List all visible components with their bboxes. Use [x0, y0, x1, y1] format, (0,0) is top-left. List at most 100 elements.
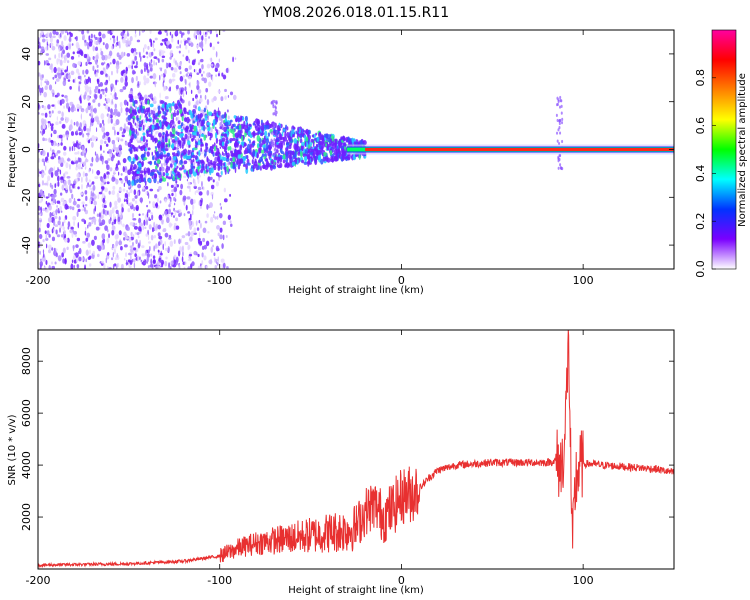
spectrogram-cell: [142, 132, 146, 136]
spectrogram-cell: [86, 96, 89, 100]
spectrogram-cell: [198, 149, 201, 157]
spectrogram-cell: [43, 91, 48, 98]
spectrogram-cell: [127, 208, 131, 213]
spectrogram-cell: [86, 184, 88, 189]
spectrogram-cell: [84, 159, 89, 163]
spectrogram-cell: [182, 195, 187, 201]
spectrogram-cell: [128, 157, 132, 162]
spectrogram-cell: [71, 43, 74, 46]
spectrogram-spike-cell: [558, 105, 561, 109]
spectrogram-cell: [153, 56, 158, 60]
spectrogram-cell: [104, 104, 109, 110]
spectrogram-cell: [202, 227, 207, 233]
spectrogram-cell: [151, 175, 154, 179]
spectrogram-cell: [66, 246, 69, 251]
spectrogram-cell: [94, 93, 98, 100]
spectrogram-cell: [95, 85, 99, 90]
spectrogram-cell: [157, 171, 162, 176]
spectrogram-cell: [119, 88, 124, 93]
spectrogram-cell: [96, 253, 100, 258]
spectrogram-cell: [219, 234, 223, 240]
spectrogram-cell: [50, 133, 53, 138]
spectrogram-cell: [129, 222, 134, 226]
spectrogram-cell: [165, 62, 168, 69]
spectrogram-cell: [60, 179, 64, 184]
spectrogram-cell: [102, 42, 105, 46]
spectrogram-cell: [126, 259, 128, 266]
spectrogram-cell: [104, 140, 107, 145]
spectrogram-cell: [96, 78, 100, 85]
spectrogram-cell: [179, 44, 181, 49]
spectrogram-cell: [146, 69, 150, 74]
spectrogram-cell: [122, 86, 127, 90]
spectrogram-cell: [73, 264, 75, 269]
spectrogram-cell: [297, 136, 300, 142]
spectrogram-cell: [71, 206, 75, 211]
spectrogram-cell: [188, 58, 191, 64]
spectrogram-cell: [232, 137, 236, 141]
spectrogram-cell: [200, 222, 202, 229]
spectrogram-cell: [48, 204, 52, 211]
colorbar: 0.00.20.40.60.8 Normalized spectral ampl…: [694, 29, 748, 278]
spectrogram-cell: [142, 47, 145, 53]
spectrogram-cell: [310, 138, 315, 143]
spectrogram-cell: [192, 97, 195, 102]
spectrogram-cell: [304, 149, 308, 154]
spectrogram-cell: [213, 96, 217, 101]
spectrogram-cell: [165, 167, 169, 174]
spectrogram-cell: [39, 87, 43, 94]
spectrogram-cell: [129, 138, 133, 144]
spectrogram-cell: [49, 211, 52, 219]
spectrogram-cell: [173, 239, 176, 245]
spectrogram-cell: [112, 263, 115, 269]
spectrogram-cell: [127, 202, 132, 207]
spectrogram-cell: [286, 131, 290, 138]
spectrogram-cell: [92, 217, 97, 223]
spectrogram-cell: [285, 147, 288, 151]
spectrogram-cell: [212, 214, 215, 219]
spectrogram-cell: [257, 131, 261, 135]
spectrogram-cell: [87, 102, 91, 106]
spectrogram-cell: [210, 167, 214, 174]
spectrogram-cell: [38, 60, 41, 66]
spectrogram-cell: [215, 30, 217, 34]
spectrogram-cell: [76, 51, 81, 54]
spectrogram-cell: [38, 183, 41, 188]
spectrogram-cell: [203, 255, 207, 261]
spectrogram-cell: [126, 53, 131, 57]
spectrogram-cell: [181, 235, 186, 239]
spectrogram-cell: [190, 152, 193, 159]
spectrogram-cell: [129, 98, 133, 103]
snr-y-tick-label: 6000: [20, 399, 33, 427]
spectrogram-cell: [173, 259, 176, 265]
spectrogram-spike-cell: [275, 100, 278, 104]
spectrogram-cell: [264, 124, 268, 130]
spectrogram-cell: [65, 162, 69, 169]
spectrogram-cell: [51, 265, 56, 269]
spectrogram-cell: [218, 114, 223, 121]
spectrogram-cell: [195, 144, 198, 149]
spectrogram-cell: [253, 132, 255, 139]
spectrogram-cell: [119, 177, 123, 181]
spectrogram-cell: [97, 245, 102, 252]
spectrogram-cell: [150, 258, 153, 265]
spectrogram-cell: [67, 226, 70, 230]
spectrogram-cell: [178, 103, 183, 108]
spectrogram-spike-cell: [560, 111, 563, 115]
spectrogram-cell: [90, 117, 95, 123]
spectrogram-cell: [43, 253, 45, 258]
spectrogram-cell: [108, 211, 113, 218]
spectrogram-cell: [182, 261, 186, 266]
spectrogram-cell: [199, 109, 204, 112]
spectrogram-cell: [173, 209, 177, 213]
spectrogram-cell: [50, 42, 54, 47]
spectrogram-cell: [207, 231, 210, 234]
spectrogram-cell: [184, 40, 186, 46]
spectrogram-cell: [65, 102, 70, 109]
spectrogram-cell: [322, 156, 326, 162]
spectrogram-spike-cell: [273, 123, 276, 127]
spectrogram-cell: [241, 135, 244, 142]
spectrogram-cell: [159, 252, 163, 256]
spectrogram-cell: [166, 165, 169, 169]
